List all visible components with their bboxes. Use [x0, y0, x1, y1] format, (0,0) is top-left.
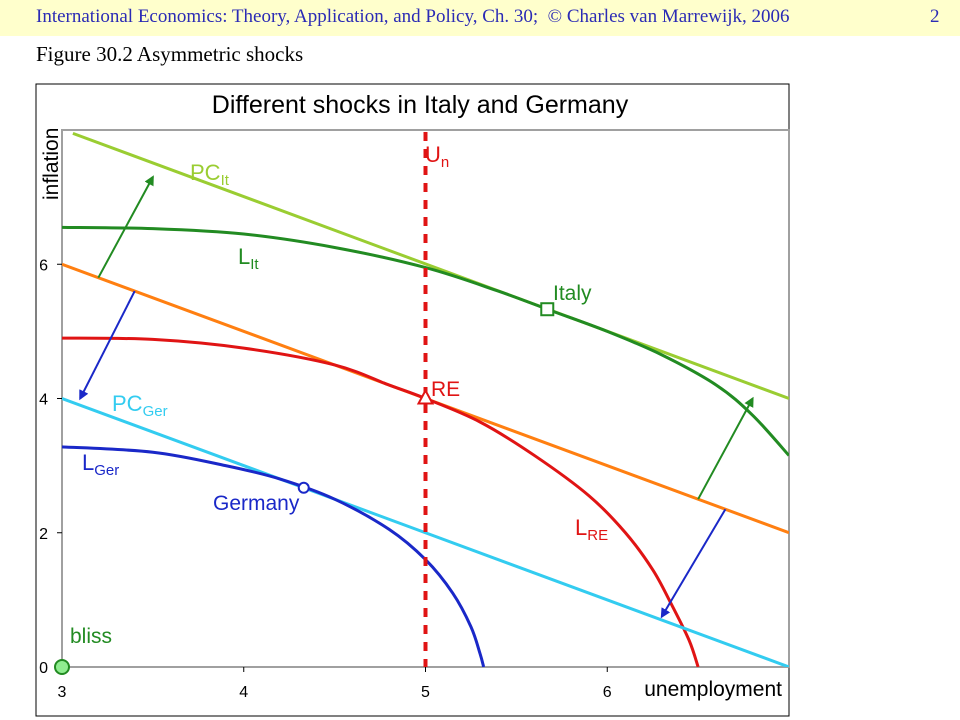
shift-arrow-3	[697, 396, 754, 500]
header-banner: International Economics: Theory, Applica…	[0, 0, 960, 36]
series-l-it	[62, 225, 789, 457]
x-tick-label-3: 3	[58, 684, 67, 701]
series-pc-it	[72, 131, 789, 400]
label-un: Un	[425, 142, 449, 171]
y-tick-label-4: 4	[39, 392, 48, 409]
y-tick-label-0: 0	[39, 660, 48, 677]
label-l-it: LIt	[238, 244, 259, 273]
chart-title: Different shocks in Italy and Germany	[212, 91, 629, 119]
label-bliss: bliss	[70, 625, 112, 648]
point-germany	[297, 481, 310, 494]
x-tick-label-6: 6	[603, 684, 612, 701]
label-l-ger: LGer	[82, 450, 119, 479]
label-pc-ger: PCGer	[112, 391, 168, 420]
shift-arrow-1	[97, 175, 154, 279]
point-bliss	[54, 659, 70, 675]
series-l-ger	[62, 445, 486, 667]
y-tick-label-6: 6	[39, 257, 48, 274]
y-axis-label: inflation	[40, 128, 63, 200]
series-pc-ger	[62, 397, 789, 667]
x-tick-label-5: 5	[421, 684, 430, 701]
x-axis-label: unemployment	[644, 678, 782, 701]
banner-text: International Economics: Theory, Applica…	[36, 6, 790, 27]
label-germany: Germany	[213, 492, 300, 515]
shift-arrow-2	[79, 290, 136, 401]
figure-title: Figure 30.2 Asymmetric shocks	[36, 42, 304, 66]
page-number: 2	[930, 6, 940, 27]
label-pc-it: PCIt	[190, 160, 230, 189]
y-tick-label-2: 2	[39, 526, 48, 543]
label-italy: Italy	[553, 282, 592, 305]
shift-arrow-4	[660, 508, 727, 619]
point-re	[416, 388, 435, 405]
label-re: RE	[431, 378, 460, 401]
point-italy	[540, 302, 555, 317]
series-l-re	[62, 336, 700, 667]
x-tick-label-4: 4	[239, 684, 248, 701]
label-l-re: LRE	[575, 515, 608, 544]
